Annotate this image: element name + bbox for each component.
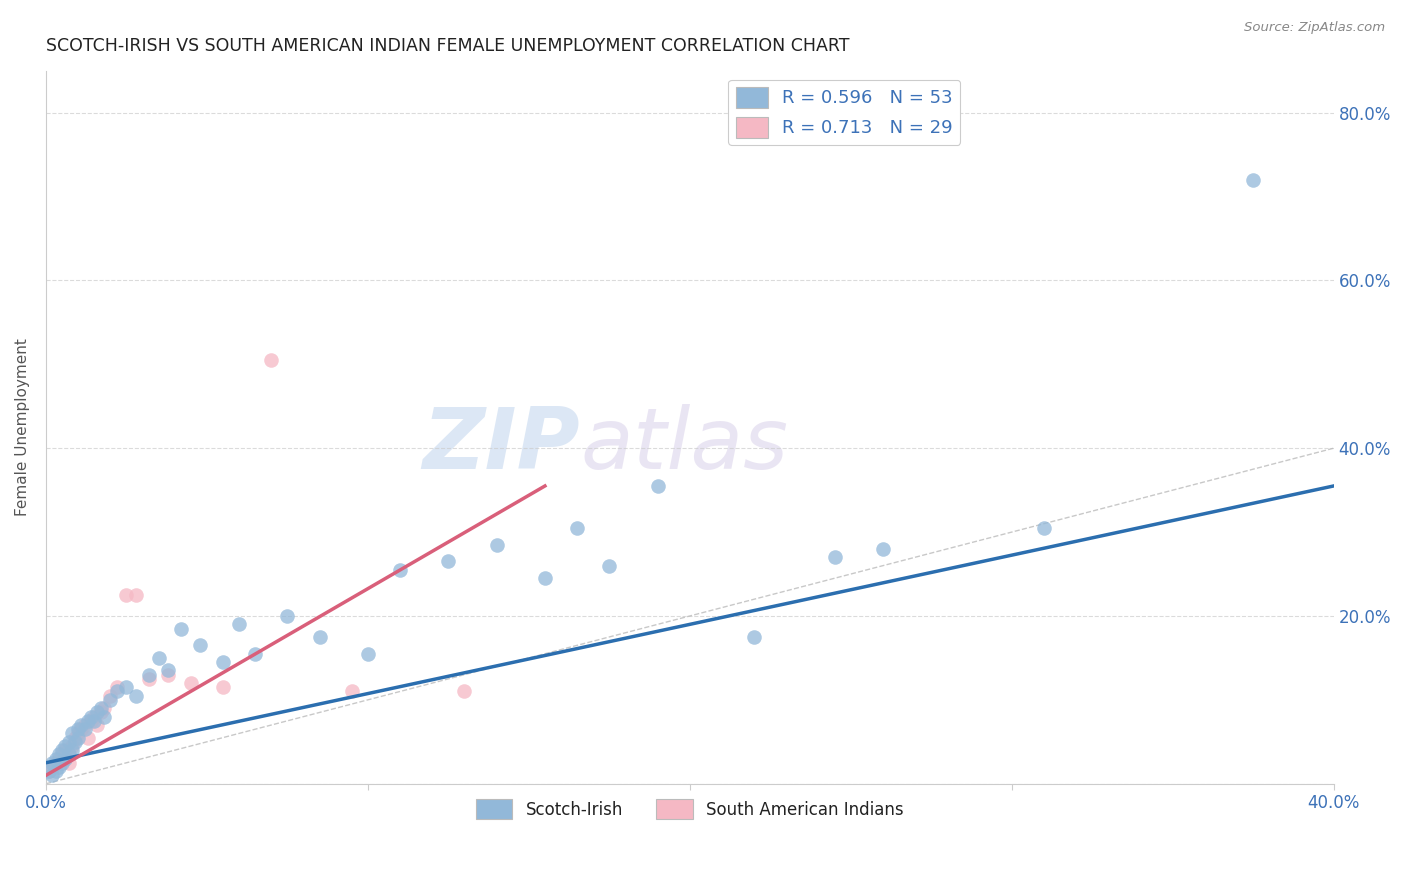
Point xyxy=(647,479,669,493)
Point xyxy=(80,714,103,728)
Point xyxy=(51,747,73,762)
Text: Source: ZipAtlas.com: Source: ZipAtlas.com xyxy=(1244,21,1385,34)
Point xyxy=(45,756,67,770)
Point xyxy=(63,735,86,749)
Point xyxy=(53,751,76,765)
Point xyxy=(565,521,588,535)
Point xyxy=(485,538,508,552)
Point xyxy=(357,647,380,661)
Point xyxy=(157,664,180,678)
Point xyxy=(98,689,121,703)
Point xyxy=(190,638,212,652)
Point xyxy=(51,743,73,757)
Point xyxy=(212,655,235,669)
Point xyxy=(742,630,765,644)
Point xyxy=(58,735,80,749)
Point xyxy=(534,571,557,585)
Point xyxy=(48,760,70,774)
Point xyxy=(93,701,115,715)
Point xyxy=(340,684,363,698)
Text: ZIP: ZIP xyxy=(423,403,581,486)
Point xyxy=(53,743,76,757)
Point xyxy=(260,353,283,368)
Point xyxy=(45,764,67,779)
Y-axis label: Female Unemployment: Female Unemployment xyxy=(15,338,30,516)
Point xyxy=(41,768,63,782)
Point xyxy=(98,693,121,707)
Point xyxy=(105,684,128,698)
Point xyxy=(67,723,90,737)
Point xyxy=(83,714,105,728)
Point xyxy=(48,751,70,765)
Text: SCOTCH-IRISH VS SOUTH AMERICAN INDIAN FEMALE UNEMPLOYMENT CORRELATION CHART: SCOTCH-IRISH VS SOUTH AMERICAN INDIAN FE… xyxy=(46,37,849,55)
Point xyxy=(76,714,98,728)
Point xyxy=(308,630,330,644)
Point xyxy=(45,751,67,765)
Point xyxy=(138,667,160,681)
Point xyxy=(148,651,170,665)
Point xyxy=(67,731,90,745)
Point xyxy=(58,747,80,762)
Point xyxy=(228,617,250,632)
Point xyxy=(824,550,846,565)
Legend: Scotch-Irish, South American Indians: Scotch-Irish, South American Indians xyxy=(470,793,911,825)
Point xyxy=(38,764,60,779)
Point xyxy=(276,609,298,624)
Point xyxy=(83,709,105,723)
Point xyxy=(115,680,138,694)
Point xyxy=(73,718,96,732)
Point xyxy=(53,739,76,753)
Point xyxy=(48,747,70,762)
Point xyxy=(60,726,83,740)
Point xyxy=(86,706,108,720)
Point xyxy=(170,622,193,636)
Point xyxy=(157,667,180,681)
Point xyxy=(41,760,63,774)
Point xyxy=(70,723,93,737)
Point xyxy=(38,764,60,779)
Point xyxy=(105,680,128,694)
Point xyxy=(389,563,412,577)
Point xyxy=(598,558,620,573)
Point xyxy=(51,756,73,770)
Point xyxy=(872,541,894,556)
Point xyxy=(90,701,112,715)
Point xyxy=(138,672,160,686)
Point xyxy=(453,684,475,698)
Point xyxy=(115,588,138,602)
Point xyxy=(180,676,202,690)
Point xyxy=(58,756,80,770)
Point xyxy=(67,726,90,740)
Point xyxy=(93,709,115,723)
Point xyxy=(125,689,148,703)
Text: atlas: atlas xyxy=(581,403,789,486)
Point xyxy=(73,723,96,737)
Point xyxy=(60,739,83,753)
Point xyxy=(80,709,103,723)
Point xyxy=(212,680,235,694)
Point xyxy=(437,554,460,568)
Point xyxy=(60,743,83,757)
Point xyxy=(1241,173,1264,187)
Point xyxy=(70,718,93,732)
Point xyxy=(125,588,148,602)
Point xyxy=(63,731,86,745)
Point xyxy=(76,731,98,745)
Point xyxy=(86,718,108,732)
Point xyxy=(245,647,267,661)
Point xyxy=(1032,521,1054,535)
Point xyxy=(90,706,112,720)
Point xyxy=(41,756,63,770)
